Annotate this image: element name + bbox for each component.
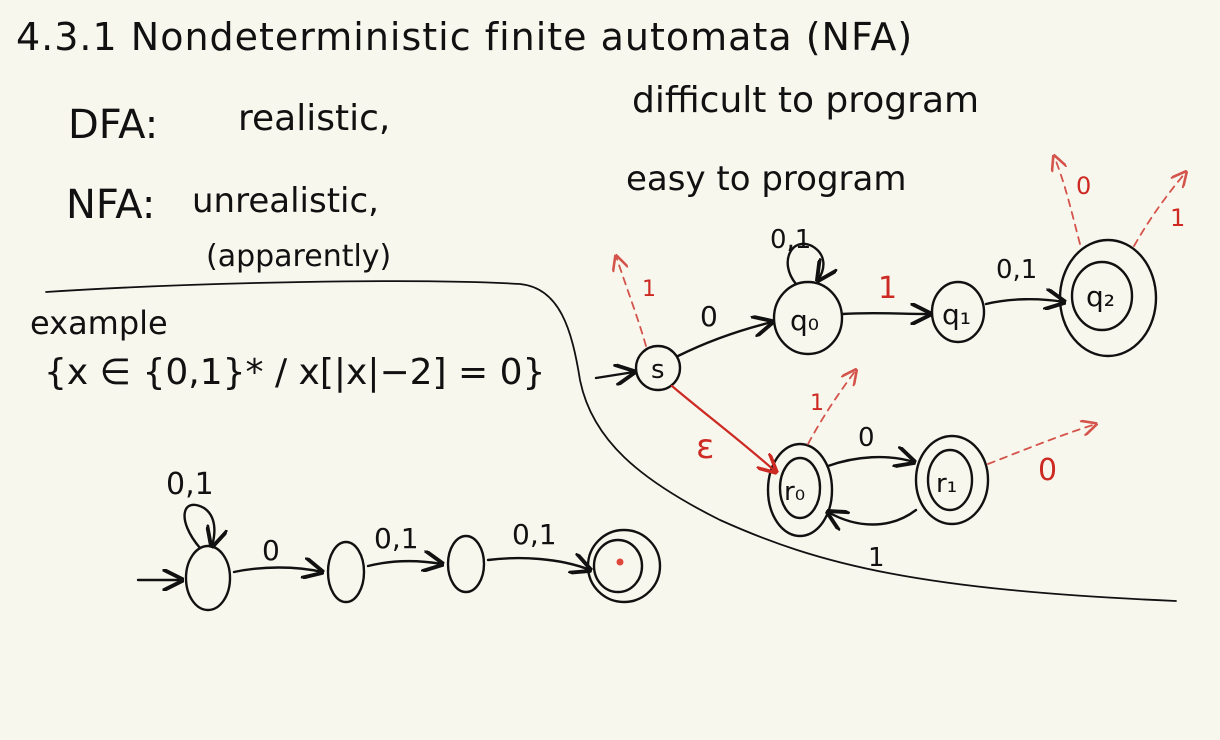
state-r1-outer	[914, 434, 990, 526]
pointer-dot	[616, 558, 624, 566]
dead-edge-s	[616, 256, 647, 347]
loop-s0	[183, 503, 215, 548]
label-s2-s3: 0,1	[512, 518, 557, 551]
dfa-value: realistic,	[238, 98, 390, 139]
state-r0-outer	[766, 442, 834, 538]
label-s1-s2: 0,1	[374, 522, 419, 555]
state-r1-inner	[926, 448, 974, 512]
state-s	[634, 344, 682, 392]
state-q1-label: q₁	[942, 298, 971, 331]
state-r0-label: r₀	[784, 477, 805, 507]
label-r1-dead: 0	[1038, 453, 1057, 488]
edge-q0-q1	[840, 313, 930, 314]
nfa-comment: easy to program	[626, 159, 906, 199]
label-s0-self: 0,1	[166, 467, 214, 502]
label-q2-dead-0: 0	[1076, 172, 1091, 200]
label-q1-q2: 0,1	[996, 255, 1037, 285]
label-s-dead: 1	[642, 277, 656, 302]
state-0	[184, 544, 232, 612]
dead-edge-q2-1	[1133, 172, 1186, 247]
edge-s2-s3	[486, 558, 590, 570]
state-q2-inner	[1070, 260, 1134, 332]
edge-s-r0	[670, 384, 776, 472]
edge-s-q0	[676, 322, 772, 358]
edge-r1-r0	[828, 510, 918, 525]
label-r0-dead: 1	[810, 391, 824, 416]
example-set: {x ∈ {0,1}* / x[|x|−2] = 0}	[44, 352, 545, 393]
edge-s1-s2	[366, 561, 442, 566]
dfa-comment: difficult to program	[632, 80, 979, 121]
label-q0-q1: 1	[878, 271, 897, 306]
start-arrow-s	[594, 372, 634, 378]
state-r0-inner	[778, 456, 822, 520]
state-r1-label: r₁	[936, 469, 957, 499]
nfa-aside: (apparently)	[206, 239, 391, 274]
dead-edge-r0	[807, 370, 856, 445]
dead-edge-q2-0	[1054, 156, 1081, 245]
edge-q1-q2	[984, 299, 1064, 304]
nfa-label: NFA:	[66, 182, 155, 228]
example-label: example	[30, 304, 168, 342]
edge-r0-r1	[826, 457, 914, 466]
example-nfa: 0,1 0 0,1 0,1	[136, 467, 662, 612]
dfa-label: DFA:	[68, 102, 158, 148]
dead-edge-r1	[987, 424, 1096, 465]
label-r1-r0: 1	[868, 543, 885, 573]
state-q0-label: q₀	[790, 304, 819, 337]
state-2	[446, 534, 486, 594]
label-s-r0: ε	[696, 427, 714, 467]
state-3-accept-inner	[592, 538, 644, 594]
label-r0-r1: 0	[858, 423, 875, 453]
page-title: 4.3.1 Nondeterministic finite automata (…	[16, 15, 913, 59]
state-q2-label: q₂	[1086, 280, 1115, 313]
label-q0-self: 0,1	[770, 225, 811, 255]
loop-q0	[786, 242, 824, 284]
label-q2-dead-1: 1	[1170, 204, 1185, 232]
label-s-q0: 0	[700, 300, 718, 333]
state-1	[326, 540, 366, 604]
label-s0-s1: 0	[262, 534, 280, 567]
divider-curve	[45, 280, 1177, 602]
edge-s0-s1	[232, 568, 322, 573]
right-nfa: s q₀ q₁ q₂ r₀ r₁ 0 0,1 1 0,1 ε	[594, 156, 1186, 573]
nfa-value: unrealistic,	[192, 181, 379, 221]
state-s-label: s	[651, 355, 665, 385]
